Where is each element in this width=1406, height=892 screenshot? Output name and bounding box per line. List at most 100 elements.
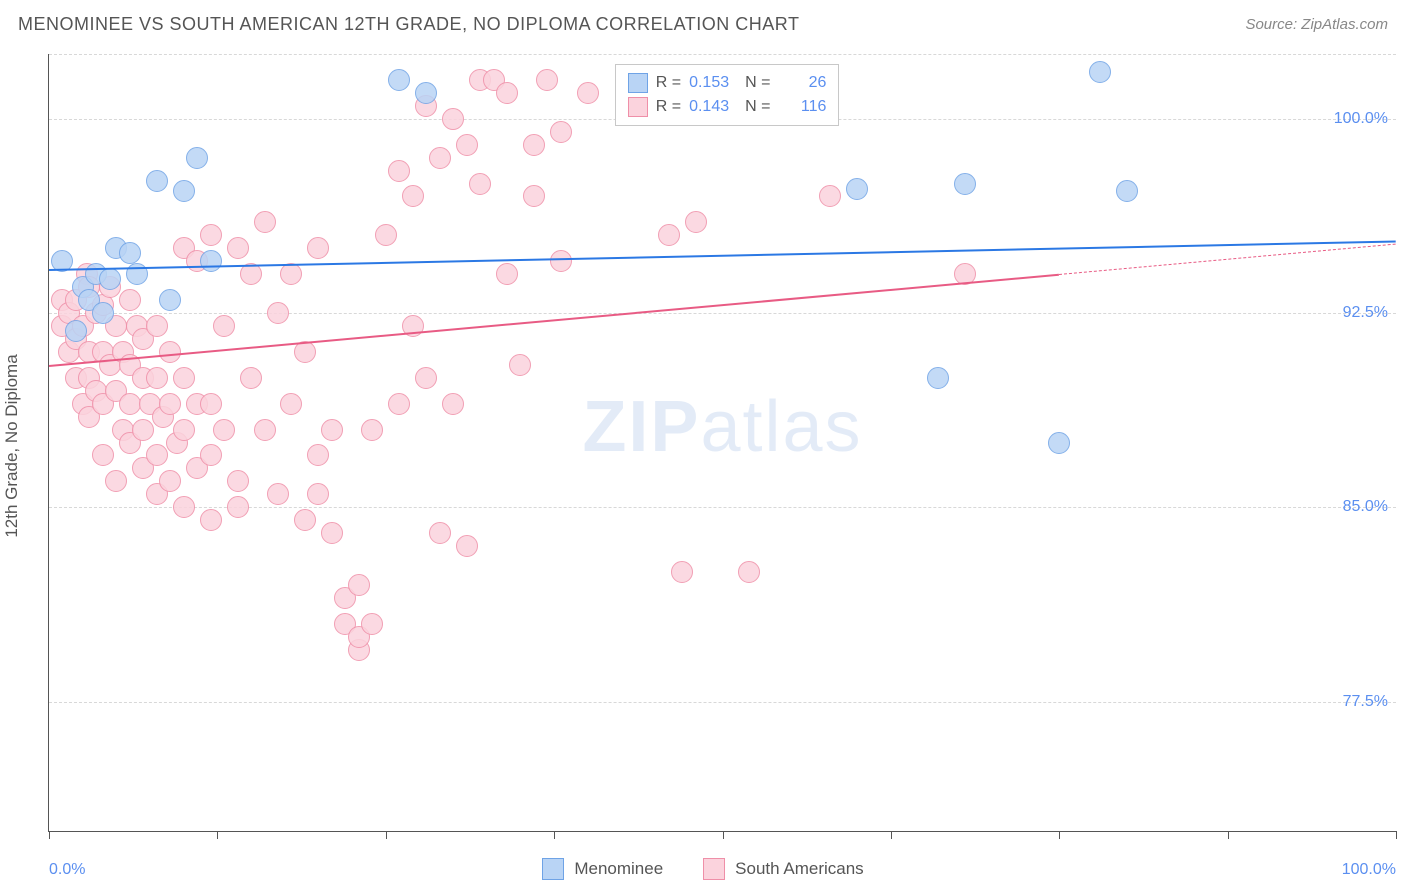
scatter-point-menominee: [99, 268, 121, 290]
scatter-point-south_americans: [92, 444, 114, 466]
source-label: Source: ZipAtlas.com: [1245, 16, 1388, 33]
scatter-point-south_americans: [402, 185, 424, 207]
scatter-point-south_americans: [442, 108, 464, 130]
legend-swatch: [703, 858, 725, 880]
scatter-point-south_americans: [429, 147, 451, 169]
scatter-point-south_americans: [348, 574, 370, 596]
scatter-point-south_americans: [119, 393, 141, 415]
scatter-point-menominee: [186, 147, 208, 169]
stats-row-menominee: R =0.153N =26: [628, 71, 827, 95]
scatter-point-south_americans: [509, 354, 531, 376]
scatter-point-south_americans: [227, 470, 249, 492]
bottom-legend: Menominee South Americans: [0, 858, 1406, 880]
scatter-point-south_americans: [496, 263, 518, 285]
scatter-point-south_americans: [536, 69, 558, 91]
scatter-point-south_americans: [415, 367, 437, 389]
scatter-point-south_americans: [200, 444, 222, 466]
scatter-point-south_americans: [254, 211, 276, 233]
legend-swatch: [542, 858, 564, 880]
scatter-point-menominee: [200, 250, 222, 272]
scatter-point-menominee: [92, 302, 114, 324]
legend-label: South Americans: [735, 859, 864, 879]
chart-title: MENOMINEE VS SOUTH AMERICAN 12TH GRADE, …: [18, 14, 799, 35]
scatter-point-south_americans: [738, 561, 760, 583]
y-tick-label: 92.5%: [1343, 304, 1388, 322]
scatter-point-menominee: [1048, 432, 1070, 454]
stats-r-prefix: R =: [656, 98, 681, 116]
scatter-point-south_americans: [523, 185, 545, 207]
scatter-point-south_americans: [159, 470, 181, 492]
trend-line-menominee: [49, 240, 1396, 270]
scatter-point-south_americans: [227, 237, 249, 259]
gridline-h: [49, 702, 1396, 703]
scatter-point-south_americans: [173, 419, 195, 441]
stats-n-prefix: N =: [745, 98, 770, 116]
scatter-point-menominee: [954, 173, 976, 195]
scatter-point-south_americans: [200, 393, 222, 415]
scatter-point-south_americans: [240, 367, 262, 389]
gridline-h: [49, 54, 1396, 55]
x-tick-mark: [723, 831, 724, 839]
scatter-point-south_americans: [442, 393, 464, 415]
scatter-point-menominee: [927, 367, 949, 389]
scatter-point-south_americans: [227, 496, 249, 518]
scatter-point-menominee: [415, 82, 437, 104]
stats-r-prefix: R =: [656, 74, 681, 92]
scatter-point-south_americans: [173, 496, 195, 518]
scatter-point-south_americans: [321, 419, 343, 441]
trend-line-south_americans: [49, 274, 1059, 367]
x-tick-mark: [891, 831, 892, 839]
scatter-point-south_americans: [429, 522, 451, 544]
scatter-point-south_americans: [267, 483, 289, 505]
scatter-point-menominee: [846, 178, 868, 200]
stats-swatch: [628, 97, 648, 117]
x-tick-mark: [554, 831, 555, 839]
scatter-point-south_americans: [307, 483, 329, 505]
scatter-point-menominee: [65, 320, 87, 342]
scatter-point-south_americans: [173, 367, 195, 389]
scatter-point-south_americans: [388, 160, 410, 182]
stats-swatch: [628, 73, 648, 93]
gridline-h: [49, 507, 1396, 508]
scatter-point-south_americans: [146, 367, 168, 389]
scatter-point-south_americans: [132, 419, 154, 441]
legend-item-menominee: Menominee: [542, 858, 663, 880]
scatter-point-south_americans: [550, 250, 572, 272]
stats-legend-box: R = 0.153 N = 26 R = 0.143 N = 116: [615, 64, 840, 126]
scatter-point-south_americans: [469, 173, 491, 195]
scatter-point-south_americans: [200, 224, 222, 246]
scatter-point-south_americans: [119, 289, 141, 311]
stats-r-value: 0.153: [689, 74, 737, 92]
stats-r-value: 0.143: [689, 98, 737, 116]
scatter-point-south_americans: [307, 237, 329, 259]
scatter-point-south_americans: [577, 82, 599, 104]
scatter-point-south_americans: [105, 470, 127, 492]
scatter-point-south_americans: [388, 393, 410, 415]
scatter-point-menominee: [159, 289, 181, 311]
scatter-point-south_americans: [280, 393, 302, 415]
x-tick-mark: [49, 831, 50, 839]
scatter-point-south_americans: [159, 341, 181, 363]
stats-n-value: 26: [778, 74, 826, 92]
scatter-point-south_americans: [671, 561, 693, 583]
y-tick-label: 100.0%: [1334, 110, 1388, 128]
scatter-point-south_americans: [267, 302, 289, 324]
gridline-h: [49, 313, 1396, 314]
y-tick-label: 77.5%: [1343, 693, 1388, 711]
scatter-point-south_americans: [375, 224, 397, 246]
scatter-point-south_americans: [146, 315, 168, 337]
scatter-point-menominee: [1116, 180, 1138, 202]
scatter-point-south_americans: [146, 444, 168, 466]
x-tick-mark: [386, 831, 387, 839]
legend-item-south_americans: South Americans: [703, 858, 864, 880]
stats-n-value: 116: [778, 98, 826, 116]
scatter-point-south_americans: [294, 509, 316, 531]
scatter-point-south_americans: [307, 444, 329, 466]
y-axis-label: 12th Grade, No Diploma: [2, 354, 22, 537]
y-tick-label: 85.0%: [1343, 498, 1388, 516]
scatter-point-menominee: [388, 69, 410, 91]
scatter-point-south_americans: [496, 82, 518, 104]
stats-row-south_americans: R = 0.143 N = 116: [628, 95, 827, 119]
scatter-point-south_americans: [254, 419, 276, 441]
scatter-point-south_americans: [550, 121, 572, 143]
